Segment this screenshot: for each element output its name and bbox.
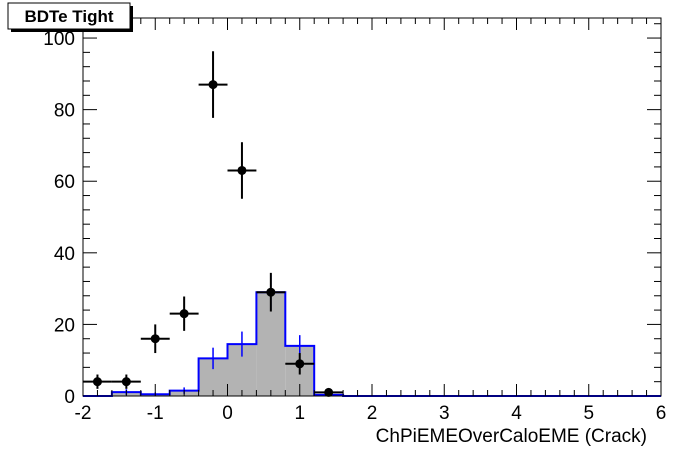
data-point bbox=[92, 377, 102, 387]
x-tick-label: 1 bbox=[294, 403, 305, 424]
x-tick-label: 2 bbox=[367, 403, 378, 424]
data-point bbox=[179, 309, 189, 319]
y-tick-label: 0 bbox=[64, 387, 75, 408]
y-tick-label: 60 bbox=[54, 172, 75, 193]
data-point bbox=[121, 377, 131, 387]
data-point bbox=[295, 359, 305, 369]
x-tick-label: -2 bbox=[75, 403, 92, 424]
x-tick-label: 3 bbox=[439, 403, 450, 424]
x-tick-label: 5 bbox=[583, 403, 594, 424]
x-axis-label: ChPiEMEOverCaloEME (Crack) bbox=[376, 426, 647, 447]
data-point bbox=[150, 334, 160, 344]
title-box bbox=[7, 2, 131, 30]
y-tick-label: 100 bbox=[43, 29, 75, 50]
data-point bbox=[208, 80, 218, 90]
chart-title: BDTe Tight bbox=[24, 7, 113, 26]
y-tick-label: 20 bbox=[54, 315, 75, 336]
y-tick-label: 80 bbox=[54, 101, 75, 122]
y-tick-label: 40 bbox=[54, 244, 75, 265]
x-tick-label: 6 bbox=[656, 403, 667, 424]
x-tick-label: 0 bbox=[222, 403, 233, 424]
data-point bbox=[266, 287, 276, 297]
x-tick-label: -1 bbox=[147, 403, 164, 424]
data-point bbox=[237, 165, 247, 175]
x-tick-label: 4 bbox=[511, 403, 522, 424]
